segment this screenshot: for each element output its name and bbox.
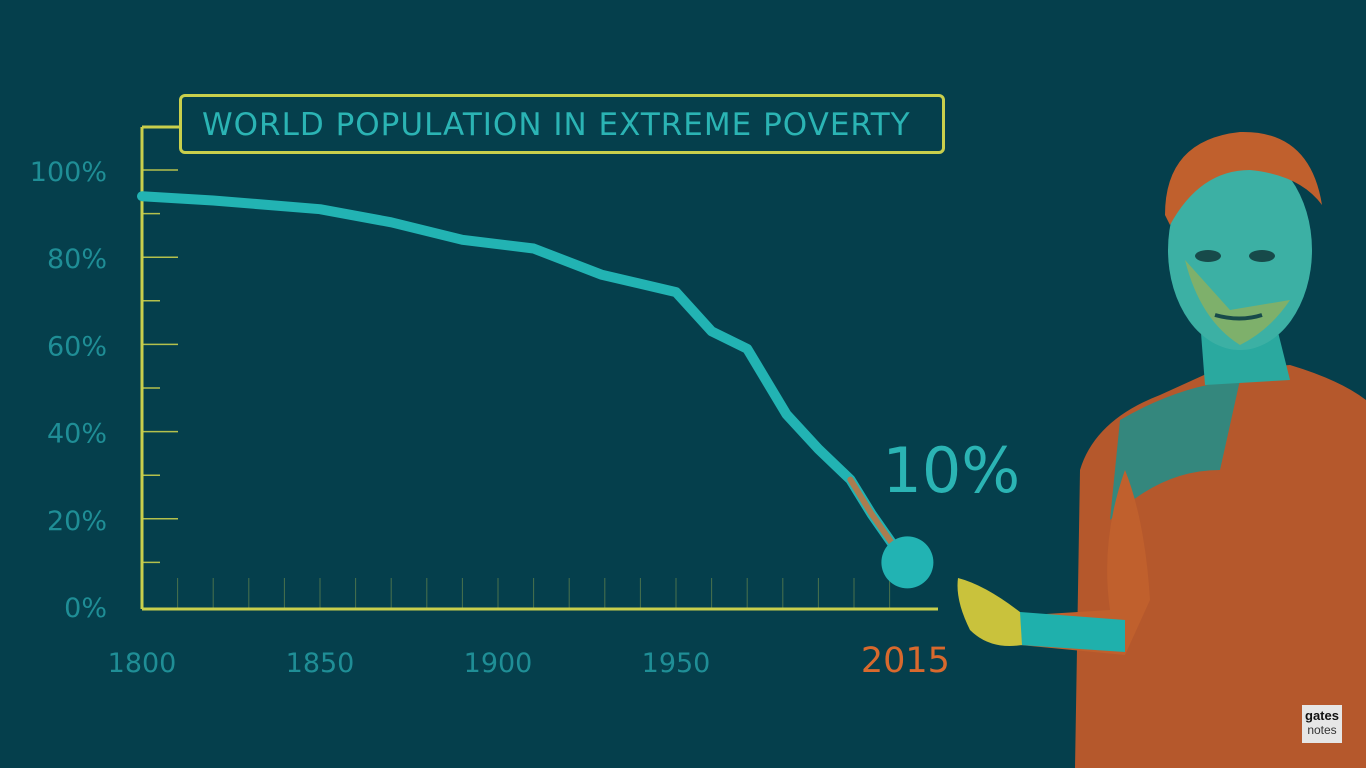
gates-notes-logo: gates notes (1302, 705, 1342, 743)
presenter-right-eye (1249, 250, 1275, 262)
poverty-line (137, 191, 913, 568)
presenter-hand (957, 578, 1022, 646)
presenter-left-eye (1195, 250, 1221, 262)
presenter-cheek-shade (1185, 260, 1290, 345)
chart-ticks: 0% 20% 40% 60% 80% 100% 1800 1850 1900 1950 2015 (30, 157, 950, 681)
chart-title-box: WORLD POPULATION IN EXTREME POVERTY (179, 94, 945, 154)
x-tick-label: 1950 (642, 648, 711, 679)
x-tick-label: 1850 (286, 648, 355, 679)
presenter-sleeve (1020, 612, 1125, 652)
chart-series: 10% (137, 191, 1020, 589)
y-tick-label: 0% (64, 593, 107, 624)
x-highlight-label: 2015 (861, 641, 950, 681)
x-tick-label: 1900 (464, 648, 533, 679)
chart-title: WORLD POPULATION IN EXTREME POVERTY (202, 107, 911, 143)
presenter-shoulder-highlight (1110, 380, 1240, 520)
y-tick-label: 80% (47, 244, 107, 275)
x-tick-label: 1800 (108, 648, 177, 679)
presenter-illustration (957, 131, 1366, 768)
endpoint-annotation: 10% (882, 434, 1020, 507)
endpoint-marker (881, 536, 934, 589)
y-tick-label: 60% (47, 331, 107, 362)
logo-line-2: notes (1307, 723, 1337, 737)
chart-axes (140, 125, 938, 611)
presenter-mouth (1214, 313, 1263, 321)
logo-line-1: gates (1305, 708, 1339, 723)
y-tick-label: 100% (30, 157, 107, 188)
presenter-hair (1165, 131, 1322, 225)
y-tick-label: 40% (47, 419, 107, 450)
y-tick-label: 20% (47, 506, 107, 537)
presenter-arm (1016, 470, 1150, 655)
